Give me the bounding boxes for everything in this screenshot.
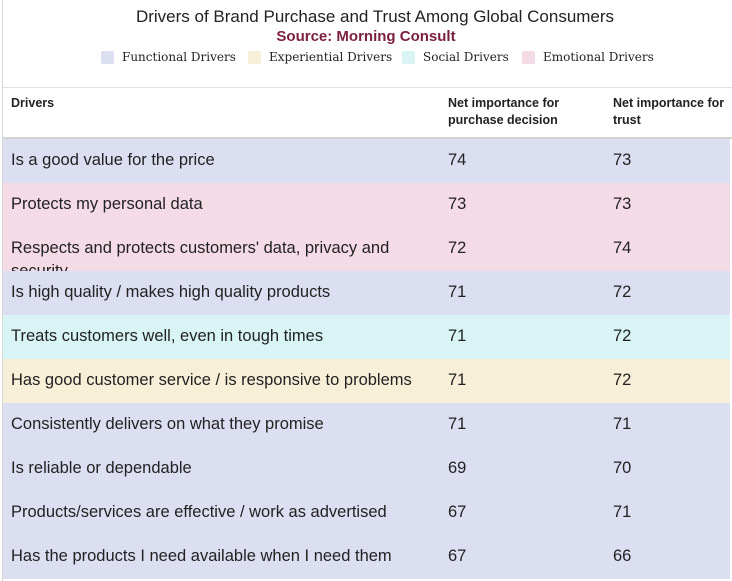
trust-value: 70 bbox=[613, 459, 632, 477]
legend-label: Experiential Drivers bbox=[269, 50, 393, 64]
legend-item-functional: Functional Drivers bbox=[101, 50, 236, 64]
legend-swatch-emotional bbox=[522, 50, 535, 64]
column-header-drivers: Drivers bbox=[11, 96, 55, 110]
table-row: Consistently delivers on what they promi… bbox=[3, 403, 730, 447]
legend-item-social: Social Drivers bbox=[402, 50, 509, 64]
legend-label: Emotional Drivers bbox=[543, 50, 654, 64]
purchase-value: 67 bbox=[448, 547, 467, 565]
chart-title: Drivers of Brand Purchase and Trust Amon… bbox=[135, 7, 615, 26]
purchase-value: 67 bbox=[448, 503, 467, 521]
table-row: Is reliable or dependable 69 70 bbox=[3, 447, 730, 491]
table-row: Is high quality / makes high quality pro… bbox=[3, 271, 730, 315]
purchase-value: 73 bbox=[448, 195, 467, 213]
purchase-value: 71 bbox=[448, 283, 467, 301]
table-row: Products/services are effective / work a… bbox=[3, 491, 730, 535]
legend-swatch-functional bbox=[101, 50, 114, 64]
trust-value: 71 bbox=[613, 415, 632, 433]
trust-value: 72 bbox=[613, 283, 632, 301]
legend-label: Functional Drivers bbox=[122, 50, 236, 64]
driver-label: Protects my personal data bbox=[11, 195, 203, 213]
driver-label: Has the products I need available when I… bbox=[11, 547, 392, 565]
header-bottom-divider bbox=[3, 137, 732, 139]
trust-value: 72 bbox=[613, 327, 632, 345]
table-row: Is a good value for the price 74 73 bbox=[3, 139, 730, 183]
column-header-purchase: Net importance for purchase decision bbox=[448, 96, 560, 127]
legend-label: Social Drivers bbox=[423, 50, 509, 64]
driver-label: Treats customers well, even in tough tim… bbox=[11, 327, 324, 345]
trust-value: 73 bbox=[613, 195, 632, 213]
purchase-value: 74 bbox=[448, 151, 467, 169]
driver-label: Consistently delivers on what they promi… bbox=[11, 415, 324, 433]
driver-label: Has good customer service / is responsiv… bbox=[11, 371, 412, 389]
table-row: Has the products I need available when I… bbox=[3, 535, 730, 579]
column-header-trust: Net importance for trust bbox=[613, 96, 725, 127]
legend-item-experiential: Experiential Drivers bbox=[248, 50, 392, 64]
header-top-divider bbox=[3, 87, 732, 88]
table-row: Protects my personal data 73 73 bbox=[3, 183, 730, 227]
purchase-value: 71 bbox=[448, 371, 467, 389]
legend-swatch-social bbox=[402, 50, 415, 64]
purchase-value: 71 bbox=[448, 415, 467, 433]
legend-swatch-experiential bbox=[248, 50, 261, 64]
purchase-value: 72 bbox=[448, 239, 467, 257]
trust-value: 73 bbox=[613, 151, 632, 169]
driver-label: Is high quality / makes high quality pro… bbox=[11, 283, 331, 301]
table-row: Treats customers well, even in tough tim… bbox=[3, 315, 730, 359]
trust-value: 72 bbox=[613, 371, 632, 389]
legend-item-emotional: Emotional Drivers bbox=[522, 50, 654, 64]
driver-label: Is reliable or dependable bbox=[11, 459, 192, 477]
driver-label: Is a good value for the price bbox=[11, 151, 215, 169]
chart-subtitle: Source: Morning Consult bbox=[276, 28, 456, 45]
trust-value: 74 bbox=[613, 239, 632, 257]
trust-value: 66 bbox=[613, 547, 632, 565]
table-row: Has good customer service / is responsiv… bbox=[3, 359, 730, 403]
purchase-value: 69 bbox=[448, 459, 467, 477]
purchase-value: 71 bbox=[448, 327, 467, 345]
driver-label: Products/services are effective / work a… bbox=[11, 503, 387, 521]
table-row: Respects and protects customers' data, p… bbox=[3, 227, 730, 280]
left-border bbox=[2, 0, 3, 581]
trust-value: 71 bbox=[613, 503, 632, 521]
